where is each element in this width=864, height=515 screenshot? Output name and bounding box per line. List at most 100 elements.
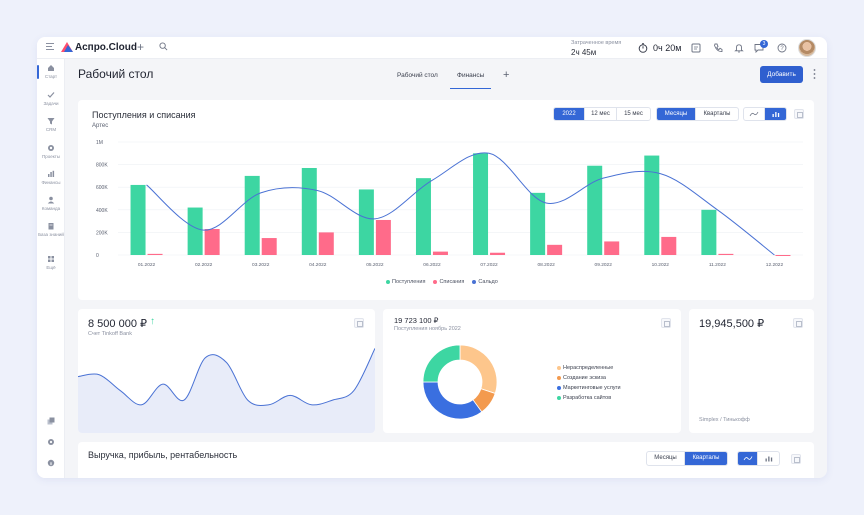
legend-dot <box>557 386 561 390</box>
add-tab-icon[interactable]: + <box>503 69 510 81</box>
income-expense-chart: 0 200K 400K 600K 800K 1M 01.2022 02.2022 03.2022… <box>96 140 803 268</box>
x-tick-label: 04.2022 <box>309 262 327 268</box>
sidebar-item-crm[interactable]: CRM <box>37 117 65 132</box>
sidebar-item-label: Проекты <box>41 154 61 159</box>
x-tick-label: 12.2022 <box>766 262 784 268</box>
notification-badge: 3 <box>760 40 768 48</box>
info-icon[interactable] <box>47 459 55 467</box>
legend-item-income[interactable]: Поступления <box>386 279 425 285</box>
sidebar-item-label: Старт <box>44 74 58 79</box>
line-chart-toggle[interactable] <box>744 108 765 120</box>
legend-label: Разработка сайтов <box>563 395 612 401</box>
user-avatar[interactable] <box>798 39 816 57</box>
app-name[interactable]: Аспро.Cloud <box>75 42 138 53</box>
summary-amount: 19,945,500 ₽ <box>699 318 765 330</box>
app-window: Аспро.Cloud + Затраченное время 2ч 45м 0… <box>37 37 827 478</box>
sidebar-item-label: Финансы <box>41 180 61 185</box>
granularity-quarters[interactable]: Кварталы <box>685 452 727 465</box>
summary-card: 19,945,500 ₽ Simplex / Тинькофф <box>689 309 814 433</box>
donut-chart <box>422 344 498 420</box>
legend-label: Нераспределенные <box>563 365 614 371</box>
bar-chart-toggle[interactable] <box>758 452 779 465</box>
legend-dot <box>557 376 561 380</box>
sidebar-active-indicator <box>37 65 39 79</box>
legend-item-expense[interactable]: Списания <box>433 279 464 285</box>
area-line <box>78 348 375 407</box>
x-tick-label: 05.2022 <box>366 262 384 268</box>
timer-value[interactable]: 0ч 20м <box>653 43 682 53</box>
bar-expense <box>775 255 791 256</box>
bar-income <box>187 207 203 255</box>
expand-card-button[interactable] <box>794 109 804 119</box>
sidebar-item-more[interactable]: Ещё <box>37 255 65 270</box>
search-icon[interactable] <box>159 42 168 51</box>
phone-icon[interactable] <box>713 43 723 53</box>
sidebar-item-label: Команда <box>41 206 61 211</box>
sidebar-item-start[interactable]: Старт <box>37 64 65 79</box>
y-tick-label: 600K <box>96 185 108 191</box>
sidebar-item-team[interactable]: Команда <box>37 196 65 211</box>
revenue-granularity-switcher: Месяцы Кварталы <box>646 451 728 466</box>
summary-note: Simplex / Тинькофф <box>699 417 750 423</box>
x-tick-label: 07.2022 <box>480 262 498 268</box>
granularity-months[interactable]: Месяцы <box>657 108 696 120</box>
active-tab-underline <box>450 88 491 89</box>
pie-slice <box>459 344 498 394</box>
bar-income <box>244 175 260 255</box>
kebab-menu-icon[interactable] <box>813 68 816 80</box>
bar-income <box>587 165 603 255</box>
projects-icon <box>48 145 54 151</box>
donut-legend-item: Маркетинговые услуги <box>557 383 621 393</box>
sidebar-item-tasks[interactable]: Задачи <box>37 91 65 106</box>
legend-item-balance[interactable]: Сальдо <box>472 279 498 285</box>
expand-card-button[interactable] <box>793 318 803 328</box>
revenue-card-title: Выручка, прибыль, рентабельность <box>88 450 238 460</box>
bar-income <box>130 184 146 255</box>
x-tick-label: 11.2022 <box>709 262 726 268</box>
menu-icon[interactable] <box>46 43 54 50</box>
period-button-12[interactable]: 12 мес <box>585 108 617 120</box>
period-button-2022[interactable]: 2022 <box>554 108 585 120</box>
tasks-icon <box>47 92 55 98</box>
expand-card-button[interactable] <box>661 318 671 328</box>
timer-icon[interactable] <box>638 43 648 53</box>
sidebar-item-finance[interactable]: Финансы <box>37 170 65 185</box>
expand-card-button[interactable] <box>791 454 801 464</box>
granularity-quarters[interactable]: Кварталы <box>703 111 731 117</box>
bar-income <box>358 189 374 255</box>
document-icon[interactable] <box>691 43 701 53</box>
area-fill <box>78 348 375 433</box>
granularity-months[interactable]: Месяцы <box>647 452 685 465</box>
legend-dot <box>386 280 390 284</box>
legend-label: Сальдо <box>478 279 498 285</box>
y-tick-label: 400K <box>96 208 108 214</box>
sidebar-item-label: CRM <box>45 127 57 132</box>
line-chart-toggle[interactable] <box>738 452 758 465</box>
sidebar-item-projects[interactable]: Проекты <box>37 144 65 159</box>
bar-chart-toggle[interactable] <box>765 108 786 120</box>
donut-amount: 19 723 100 ₽ <box>394 316 439 325</box>
y-tick-label: 200K <box>96 230 108 236</box>
sidebar-item-label: Задачи <box>43 101 59 106</box>
period-button-15[interactable]: 15 мес <box>624 111 643 117</box>
add-button[interactable]: Добавить <box>760 66 803 83</box>
x-tick-label: 02.2022 <box>195 262 213 268</box>
income-card-title: Поступления и списания <box>92 110 196 120</box>
settings-icon[interactable] <box>47 438 55 446</box>
y-tick-label: 0 <box>96 253 99 259</box>
layers-icon[interactable] <box>47 417 55 425</box>
x-tick-label: 06.2022 <box>423 262 441 268</box>
expand-card-button[interactable] <box>354 318 364 328</box>
tab-desktop[interactable]: Рабочий стол <box>397 72 438 79</box>
y-tick-label: 1M <box>96 140 103 146</box>
help-icon[interactable]: ? <box>777 43 787 53</box>
legend-dot <box>557 366 561 370</box>
revenue-card: Выручка, прибыль, рентабельность Месяцы … <box>78 442 814 478</box>
tab-finance[interactable]: Финансы <box>457 72 485 79</box>
bar-income <box>644 155 660 255</box>
balance-card: 8 500 000 ₽ ↑ Счет Tinkoff Bank <box>78 309 375 433</box>
sidebar-item-knowledge[interactable]: База знаний <box>37 222 65 237</box>
create-plus-icon[interactable]: + <box>137 40 145 54</box>
bell-icon[interactable] <box>734 43 744 53</box>
x-tick-label: 01.2022 <box>138 262 156 268</box>
